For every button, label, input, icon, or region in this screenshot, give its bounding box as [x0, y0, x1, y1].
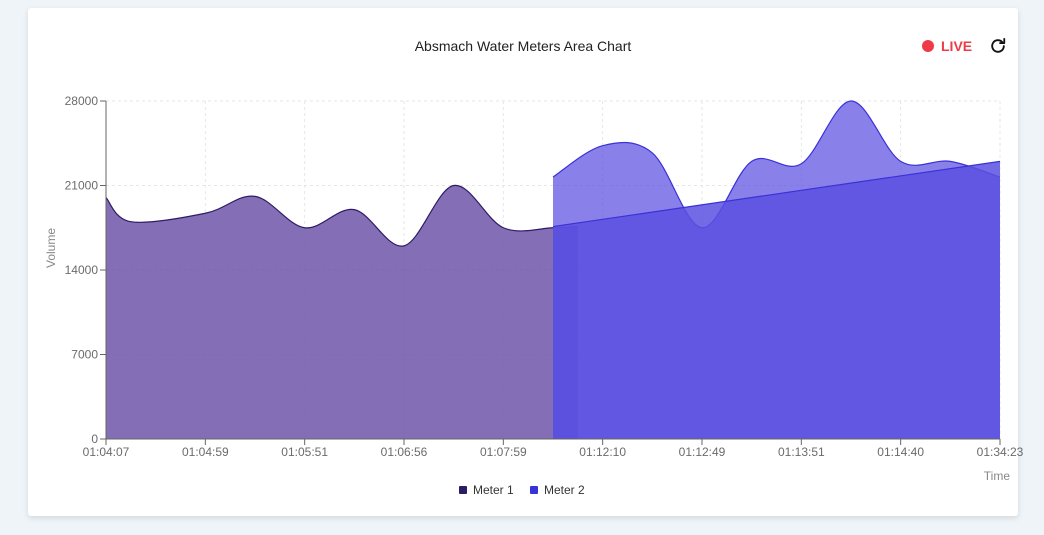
legend-swatch-meter-1 — [459, 486, 467, 494]
x-tick-label-6: 01:12:49 — [679, 445, 726, 459]
chart-title: Absmach Water Meters Area Chart — [414, 38, 632, 54]
y-tick-label-3: 21000 — [65, 179, 99, 193]
x-tick-label-8: 01:14:40 — [877, 445, 924, 459]
live-dot-icon — [922, 40, 934, 52]
x-tick-label-7: 01:13:51 — [778, 445, 825, 459]
live-indicator: LIVE — [922, 38, 972, 54]
legend-label-meter-2: Meter 2 — [544, 483, 585, 497]
x-tick-label-1: 01:04:59 — [182, 445, 229, 459]
series-areas — [105, 100, 1001, 439]
x-axis-label: Time — [984, 469, 1011, 483]
series-area-0 — [106, 185, 578, 439]
series-area-2 — [553, 161, 1000, 439]
legend-label-meter-1: Meter 1 — [473, 483, 514, 497]
y-tick-labels: 0 7000 14000 21000 28000 — [65, 94, 106, 446]
series-line-2 — [552, 160, 1001, 228]
x-tick-label-4: 01:07:59 — [480, 445, 527, 459]
refresh-icon[interactable] — [988, 36, 1008, 56]
x-tick-label-9: 01:34:23 — [977, 445, 1024, 459]
y-axis-label: Volume — [44, 228, 58, 268]
x-tick-labels: 01:04:07 01:04:59 01:05:51 01:06:56 01:07:59… — [83, 439, 1024, 459]
series-line-0 — [105, 184, 578, 247]
legend: Meter 1 Meter 2 — [459, 483, 585, 497]
y-tick-label-2: 14000 — [65, 263, 99, 277]
y-tick-label-4: 28000 — [65, 94, 99, 108]
legend-swatch-meter-2 — [530, 486, 538, 494]
x-tick-label-0: 01:04:07 — [83, 445, 130, 459]
x-tick-label-3: 01:06:56 — [381, 445, 428, 459]
y-tick-label-1: 7000 — [71, 348, 98, 362]
series-line-1 — [552, 100, 1001, 229]
x-tick-label-2: 01:05:51 — [281, 445, 328, 459]
live-label: LIVE — [941, 38, 973, 54]
x-tick-label-5: 01:12:10 — [579, 445, 626, 459]
y-tick-label-0: 0 — [91, 432, 98, 446]
